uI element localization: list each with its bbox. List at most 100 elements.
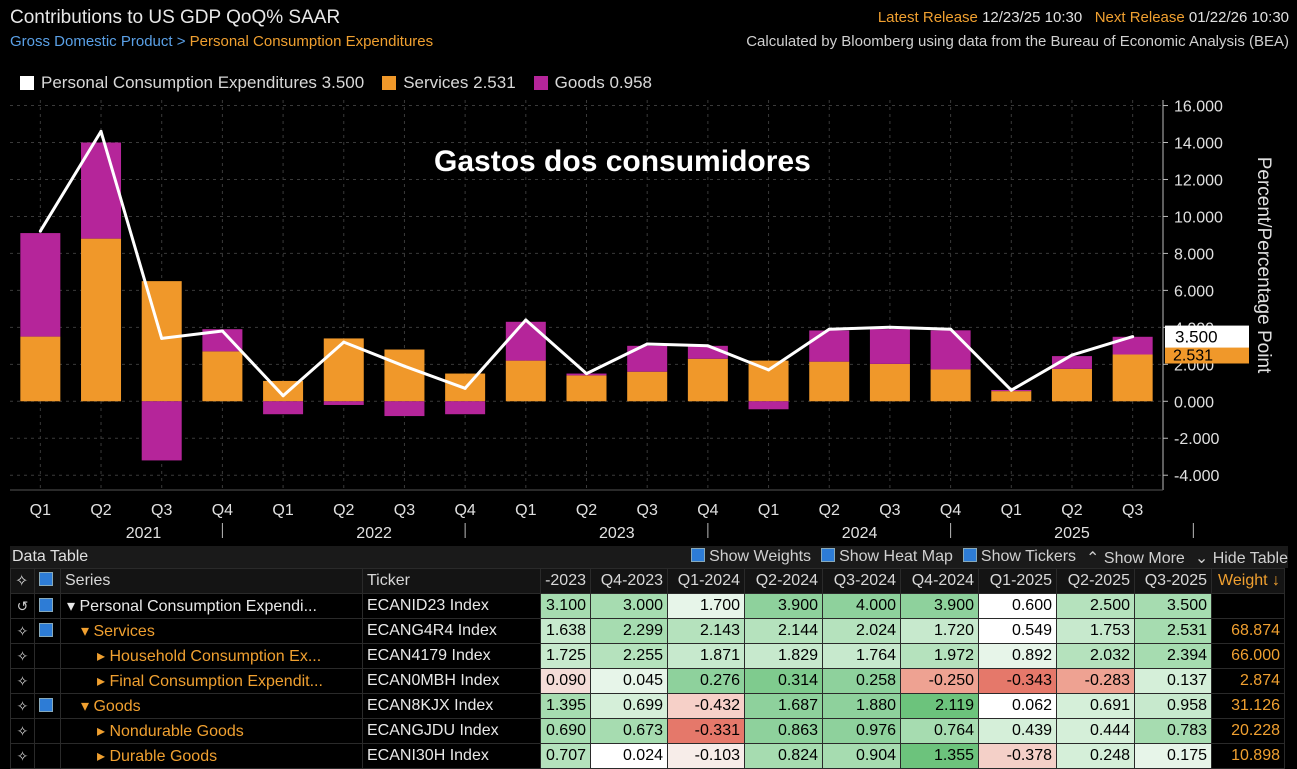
table-cell[interactable]: 3.500 <box>1134 593 1212 619</box>
table-cell[interactable]: 0.175 <box>1134 743 1212 769</box>
point-pce[interactable] <box>281 394 285 398</box>
table-cell[interactable]: 3.000 <box>590 593 668 619</box>
move-icon[interactable]: ✧ <box>10 718 35 744</box>
row-checkbox[interactable] <box>34 718 61 744</box>
point-pce[interactable] <box>1131 335 1135 339</box>
bar-goods[interactable] <box>809 330 850 362</box>
column-header[interactable]: Q4-2023 <box>590 568 668 594</box>
settings-icon[interactable]: ✧ <box>10 568 35 594</box>
table-cell[interactable]: 0.045 <box>590 668 668 694</box>
column-header[interactable]: Q2-2024 <box>744 568 823 594</box>
legend-item-services[interactable]: Services 2.531 <box>382 73 516 93</box>
table-cell[interactable]: 1.638 <box>540 618 591 644</box>
bar-goods[interactable] <box>263 401 304 415</box>
table-cell[interactable]: 0.137 <box>1134 668 1212 694</box>
table-cell[interactable]: 0.444 <box>1056 718 1135 744</box>
table-cell[interactable]: 3.900 <box>744 593 823 619</box>
bar-services[interactable] <box>1051 368 1092 402</box>
point-pce[interactable] <box>342 340 346 344</box>
series-name[interactable]: ▸ Nondurable Goods <box>60 718 363 744</box>
chart-plot[interactable]: 16.00014.00012.00010.0008.0006.0004.0002… <box>0 100 1297 545</box>
ticker[interactable]: ECANID23 Index <box>362 593 541 619</box>
table-cell[interactable]: -0.331 <box>667 718 745 744</box>
table-cell[interactable]: 0.783 <box>1134 718 1212 744</box>
table-cell[interactable]: 0.699 <box>590 693 668 719</box>
point-pce[interactable] <box>220 329 224 333</box>
ticker[interactable]: ECANI30H Index <box>362 743 541 769</box>
show-tickers-toggle[interactable]: Show Tickers <box>962 548 1076 568</box>
column-header[interactable]: Q2-2025 <box>1056 568 1135 594</box>
table-row[interactable]: ✧ ▾ Services ECANG4R4 Index 1.638 2.299 2.143… <box>10 618 1285 644</box>
bar-services[interactable] <box>930 369 971 402</box>
bar-services[interactable] <box>505 360 546 402</box>
table-cell[interactable]: 2.144 <box>744 618 823 644</box>
point-pce[interactable] <box>888 325 892 329</box>
show-weights-toggle[interactable]: Show Weights <box>691 548 811 568</box>
move-icon[interactable]: ✧ <box>10 618 35 644</box>
move-icon[interactable]: ✧ <box>10 693 35 719</box>
table-cell[interactable]: 2.024 <box>822 618 901 644</box>
table-cell[interactable]: 1.829 <box>744 643 823 669</box>
series-name[interactable]: ▸ Household Consumption Ex... <box>60 643 363 669</box>
point-pce[interactable] <box>463 386 467 390</box>
column-header[interactable]: Q3-2024 <box>822 568 901 594</box>
table-row[interactable]: ✧ ▸ Final Consumption Expendit... ECAN0MBH… <box>10 668 1285 694</box>
bar-services[interactable] <box>627 371 668 402</box>
table-cell[interactable]: 1.687 <box>744 693 823 719</box>
table-cell[interactable]: 0.062 <box>978 693 1057 719</box>
table-cell[interactable]: 0.276 <box>667 668 745 694</box>
table-cell[interactable]: 2.255 <box>590 643 668 669</box>
table-cell[interactable]: 0.707 <box>540 743 591 769</box>
legend-item-goods[interactable]: Goods 0.958 <box>533 73 652 93</box>
table-cell[interactable]: 0.258 <box>822 668 901 694</box>
table-cell[interactable]: 0.549 <box>978 618 1057 644</box>
breadcrumb-current[interactable]: Personal Consumption Expenditures <box>189 33 434 50</box>
ticker[interactable]: ECAN4179 Index <box>362 643 541 669</box>
bar-services[interactable] <box>869 363 910 402</box>
table-cell[interactable]: -0.283 <box>1056 668 1135 694</box>
table-cell[interactable]: 3.900 <box>900 593 979 619</box>
table-cell[interactable]: 2.119 <box>900 693 979 719</box>
show-heat-map-toggle[interactable]: Show Heat Map <box>821 548 953 568</box>
table-cell[interactable]: 2.143 <box>667 618 745 644</box>
bar-services[interactable] <box>20 336 61 402</box>
column-header[interactable]: Ticker <box>362 568 541 594</box>
table-cell[interactable]: 0.024 <box>590 743 668 769</box>
bar-services[interactable] <box>809 361 850 402</box>
column-header[interactable]: Q1-2024 <box>667 568 745 594</box>
table-cell[interactable]: 0.690 <box>540 718 591 744</box>
table-cell[interactable]: 0.863 <box>744 718 823 744</box>
series-name[interactable]: ▸ Final Consumption Expendit... <box>60 668 363 694</box>
bar-goods[interactable] <box>505 321 546 361</box>
bar-services[interactable] <box>202 351 243 402</box>
point-pce[interactable] <box>706 344 710 348</box>
table-cell[interactable]: -0.432 <box>667 693 745 719</box>
table-cell[interactable]: 1.753 <box>1056 618 1135 644</box>
table-cell[interactable]: 0.892 <box>978 643 1057 669</box>
bar-services[interactable] <box>81 238 122 402</box>
table-cell[interactable]: 0.958 <box>1134 693 1212 719</box>
row-checkbox[interactable] <box>34 693 61 719</box>
table-cell[interactable]: 1.355 <box>900 743 979 769</box>
point-pce[interactable] <box>585 372 588 376</box>
move-icon[interactable]: ✧ <box>10 668 35 694</box>
table-cell[interactable]: 2.394 <box>1134 643 1212 669</box>
legend-item-pce[interactable]: Personal Consumption Expenditures 3.500 <box>20 73 364 93</box>
point-pce[interactable] <box>38 229 42 233</box>
column-header[interactable]: Weight ↓ <box>1211 568 1285 594</box>
point-pce[interactable] <box>645 342 649 346</box>
table-cell[interactable]: 0.090 <box>540 668 591 694</box>
column-header[interactable]: Q1-2025 <box>978 568 1057 594</box>
bar-services[interactable] <box>566 375 607 402</box>
table-row[interactable]: ✧ ▾ Goods ECAN8KJX Index 1.395 0.699 -0.432 1.… <box>10 693 1285 719</box>
select-all-checkbox[interactable] <box>34 568 61 594</box>
row-checkbox[interactable] <box>34 618 61 644</box>
table-cell[interactable]: 2.299 <box>590 618 668 644</box>
point-pce[interactable] <box>827 327 831 331</box>
column-header[interactable]: Q4-2024 <box>900 568 979 594</box>
ticker[interactable]: ECANGJDU Index <box>362 718 541 744</box>
bar-goods[interactable] <box>323 401 364 405</box>
row-checkbox[interactable] <box>34 593 61 619</box>
move-icon[interactable]: ✧ <box>10 743 35 769</box>
table-row[interactable]: ✧ ▸ Nondurable Goods ECANGJDU Index 0.690 0.… <box>10 718 1285 744</box>
